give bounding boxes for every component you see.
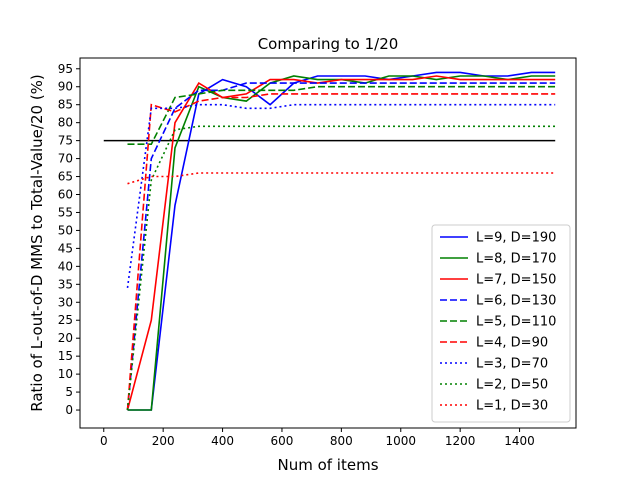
y-tick-label: 55 [58, 205, 73, 219]
y-tick-label: 90 [58, 80, 73, 94]
y-tick-label: 95 [58, 62, 73, 76]
legend-label: L=1, D=30 [476, 399, 548, 414]
y-tick-label: 10 [58, 367, 73, 381]
chart-title: Comparing to 1/20 [258, 35, 399, 53]
legend: L=9, D=190 L=8, D=170 L=7, D=150 L=6, D=130… [431, 224, 571, 423]
legend-label: L=6, D=130 [476, 294, 556, 309]
series-line [126, 75, 556, 411]
y-tick-label: 15 [58, 349, 73, 363]
x-tick-label: 200 [152, 434, 175, 448]
plot-frame [79, 57, 577, 429]
y-tick-label: 85 [58, 98, 73, 112]
y-tick-label: 45 [58, 241, 73, 255]
legend-label: L=2, D=50 [476, 378, 548, 393]
y-tick-label: 75 [58, 134, 73, 148]
x-tick-label: 1200 [445, 434, 476, 448]
legend-label: L=7, D=150 [476, 273, 556, 288]
x-tick-label: 600 [271, 434, 294, 448]
legend-label: L=3, D=70 [476, 357, 548, 372]
y-tick-label: 40 [58, 259, 73, 273]
x-axis-label: Num of items [277, 456, 378, 474]
y-axis: 0 5 10 15 20 25 30 35 40 45 50 55 60 65 70 75 80 85 90 95 [58, 62, 80, 417]
y-tick-label: 80 [58, 116, 73, 130]
y-tick-label: 35 [58, 277, 73, 291]
y-tick-label: 20 [58, 331, 73, 345]
series-line [126, 82, 556, 411]
y-tick-label: 70 [58, 152, 73, 166]
x-tick-label: 0 [100, 434, 108, 448]
x-tick-label: 1400 [504, 434, 535, 448]
series-line [127, 172, 556, 185]
y-axis-label: Ratio of L-out-of-D MMS to Total-Value/2… [28, 74, 46, 412]
series-line [127, 85, 556, 145]
y-tick-label: 65 [58, 170, 73, 184]
y-tick-label: 25 [58, 313, 73, 327]
x-tick-label: 800 [330, 434, 353, 448]
y-tick-label: 5 [65, 385, 73, 399]
y-tick-label: 60 [58, 188, 73, 202]
y-tick-label: 50 [58, 223, 73, 237]
legend-label: L=8, D=170 [476, 252, 556, 267]
y-tick-label: 30 [58, 295, 73, 309]
series-line [126, 93, 556, 411]
x-axis: 0 200 400 600 800 1000 1200 1400 [100, 428, 535, 448]
y-tick-label: 0 [65, 403, 73, 417]
series-line [126, 125, 556, 411]
plot-lines [103, 71, 556, 411]
legend-box [431, 224, 571, 423]
x-tick-label: 1000 [385, 434, 416, 448]
legend-label: L=4, D=90 [476, 336, 548, 351]
x-tick-label: 400 [211, 434, 234, 448]
legend-label: L=5, D=110 [476, 315, 556, 330]
legend-label: L=9, D=190 [476, 231, 556, 246]
